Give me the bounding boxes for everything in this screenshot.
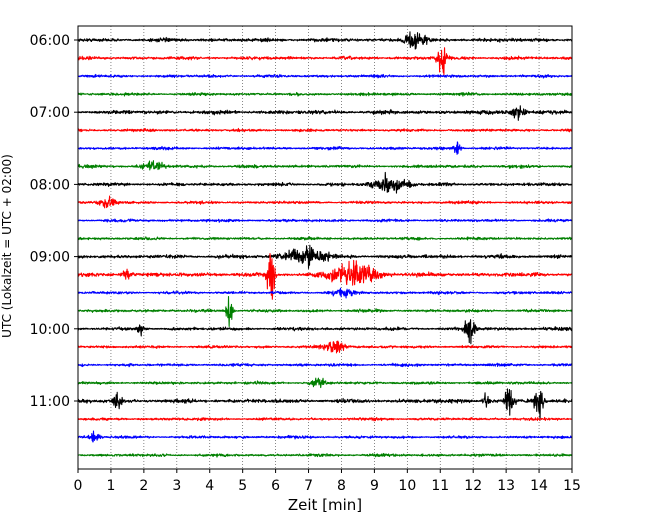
x-tick-label: 3	[172, 478, 181, 494]
x-tick-label: 4	[205, 478, 214, 494]
y-tick-label: 08:00	[30, 177, 70, 193]
x-tick-label: 14	[530, 478, 548, 494]
seismogram-trace	[77, 362, 573, 368]
y-axis-ticks: 06:00 07:00 08:00 09:00 10:00 11:00	[30, 33, 78, 410]
y-tick-label: 11:00	[30, 394, 70, 410]
seismogram-trace	[77, 31, 573, 50]
x-axis-label: Zeit [min]	[288, 496, 362, 514]
seismogram-trace	[77, 416, 573, 422]
grid-lines	[110, 26, 540, 469]
seismogram-trace	[77, 195, 573, 209]
seismogram-trace	[77, 319, 573, 345]
seismogram-trace	[77, 295, 573, 328]
x-tick-label: 5	[238, 478, 247, 494]
x-tick-label: 8	[337, 478, 346, 494]
x-tick-label: 11	[431, 478, 449, 494]
seismogram-trace	[77, 73, 573, 79]
seismogram-trace	[77, 218, 573, 223]
seismogram-trace	[77, 171, 573, 194]
x-tick-label: 13	[497, 478, 515, 494]
seismogram-trace	[77, 377, 573, 389]
y-tick-label: 09:00	[30, 250, 70, 266]
x-tick-label: 6	[271, 478, 280, 494]
y-tick-label: 06:00	[30, 33, 70, 49]
x-tick-label: 15	[563, 478, 581, 494]
x-tick-label: 10	[398, 478, 416, 494]
seismogram-trace	[77, 388, 573, 421]
seismogram-trace	[77, 340, 573, 354]
y-axis-label: UTC (Lokalzeit = UTC + 02:00)	[0, 154, 14, 338]
trace-group	[77, 31, 573, 458]
plot-frame	[77, 25, 573, 470]
seismogram-trace	[77, 253, 573, 300]
x-tick-label: 12	[464, 478, 482, 494]
seismogram-trace	[77, 287, 573, 299]
x-tick-label: 1	[106, 478, 115, 494]
seismogram-trace	[77, 91, 573, 97]
seismogram-trace	[77, 127, 573, 133]
x-tick-label: 7	[304, 478, 313, 494]
x-axis-ticks: 0 1 2 3 4 5 6 7 8 9 10 11 12 13 14 15	[74, 469, 581, 494]
seismogram-trace	[77, 47, 573, 77]
x-tick-label: 2	[139, 478, 148, 494]
seismogram-trace	[77, 452, 573, 458]
seismogram-trace	[77, 236, 573, 241]
x-tick-label: 9	[370, 478, 379, 494]
seismogram-trace	[77, 105, 573, 121]
seismogram-trace	[77, 430, 573, 443]
seismogram-trace	[77, 244, 573, 269]
x-tick-label: 0	[74, 478, 83, 494]
y-tick-label: 07:00	[30, 105, 70, 121]
seismogram-trace	[77, 141, 573, 155]
seismogram-trace	[77, 160, 573, 171]
y-tick-label: 10:00	[30, 322, 70, 338]
